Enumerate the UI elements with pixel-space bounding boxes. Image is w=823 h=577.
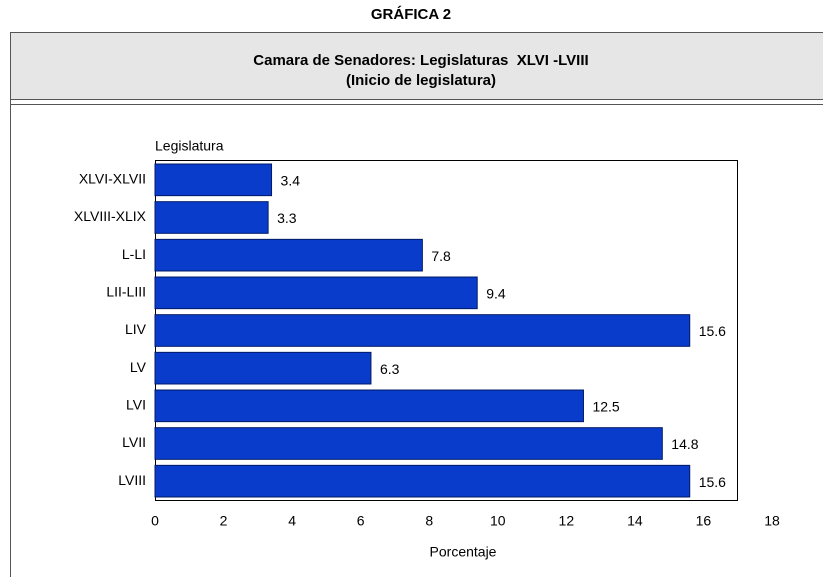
- x-tick-label: 8: [425, 513, 433, 529]
- bar: [154, 464, 691, 498]
- x-axis-title: Porcentaje: [430, 544, 497, 560]
- y-axis-title: Legislatura: [155, 138, 224, 154]
- bar: [154, 276, 478, 310]
- x-tick-label: 12: [559, 513, 575, 529]
- chart-subtitle: (Inicio de legislatura): [346, 72, 496, 89]
- header-panel: [10, 32, 823, 100]
- value-label: 3.4: [281, 173, 301, 189]
- bar: [154, 314, 691, 347]
- y-tick-label: LIV: [125, 321, 147, 337]
- y-tick-label: XLVI-XLVII: [79, 171, 146, 187]
- x-tick-label: 14: [627, 513, 643, 529]
- bar: [154, 427, 663, 460]
- value-label: 15.6: [699, 323, 726, 339]
- x-tick-label: 4: [288, 513, 296, 529]
- y-tick-label: LV: [130, 359, 147, 375]
- bar: [154, 389, 584, 423]
- y-tick-label: L-LI: [122, 246, 146, 262]
- y-tick-label: LVI: [126, 397, 146, 413]
- x-tick-label: 0: [151, 513, 159, 529]
- bar: [154, 163, 273, 197]
- y-tick-label: LVII: [122, 434, 146, 450]
- bar: [154, 201, 269, 234]
- value-label: 3.3: [277, 210, 297, 226]
- y-tick-label: XLVIII-XLIX: [74, 208, 147, 224]
- bar: [154, 238, 423, 272]
- x-tick-label: 6: [357, 513, 365, 529]
- x-tick-label: 16: [696, 513, 712, 529]
- figure-label: GRÁFICA 2: [371, 6, 451, 23]
- bar: [154, 351, 372, 385]
- y-tick-label: LII-LIII: [106, 284, 146, 300]
- value-label: 7.8: [431, 248, 451, 264]
- value-label: 12.5: [592, 399, 619, 415]
- x-tick-label: 2: [220, 513, 228, 529]
- value-label: 6.3: [380, 361, 400, 377]
- chart-title: Camara de Senadores: Legislaturas XLVI -…: [253, 52, 588, 69]
- value-label: 9.4: [486, 286, 506, 302]
- value-label: 15.6: [699, 474, 726, 490]
- x-tick-label: 18: [764, 513, 780, 529]
- x-tick-label: 10: [490, 513, 506, 529]
- value-label: 14.8: [671, 436, 698, 452]
- y-tick-label: LVIII: [118, 472, 146, 488]
